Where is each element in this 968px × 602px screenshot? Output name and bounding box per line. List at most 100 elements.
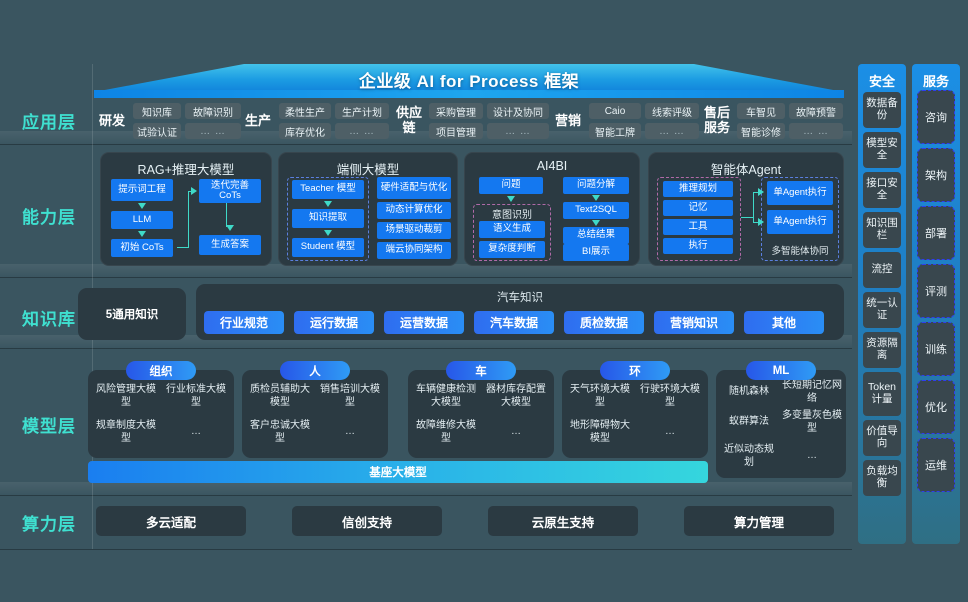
edge-feature[interactable]: 硬件适配与优化 [377,177,451,199]
ai4bi-pipeline-node[interactable]: Text2SQL [563,202,629,219]
model-item[interactable]: … [511,426,521,437]
model-item[interactable]: 蚁群算法 [729,416,769,427]
compute-box-multicloud[interactable]: 多云适配 [96,506,246,536]
app-cell[interactable]: 故障识别 [185,103,241,119]
agent-capability[interactable]: 记忆 [663,200,733,216]
model-item[interactable]: 行驶环境大模型 [640,384,700,408]
security-item[interactable]: 负载均衡 [863,460,901,496]
model-item[interactable]: … [191,426,201,437]
rag-node-initial-cots[interactable]: 初始 CoTs [111,239,173,257]
model-item[interactable]: 地形障碍物大模型 [570,420,630,444]
model-item[interactable]: 多变量灰色模型 [782,410,842,434]
knowledge-pill[interactable]: 营销知识 [654,311,734,334]
app-cell[interactable]: 设计及协同 [487,103,549,119]
app-group-aftersales[interactable]: 售后服务 车智见 智能诊修 故障预警 … … [702,100,846,142]
model-item[interactable]: 销售培训大模型 [320,384,380,408]
security-item[interactable]: 资源隔离 [863,332,901,368]
knowledge-pill[interactable]: 行业规范 [204,311,284,334]
model-item[interactable]: 天气环境大模型 [570,384,630,408]
edge-node-distill[interactable]: 知识提取 [292,209,364,228]
ai4bi-intent-item[interactable]: 语义生成 [479,221,545,238]
model-item[interactable]: … [345,426,355,437]
ai4bi-intent-item[interactable]: 复杂度判断 [479,241,545,258]
model-item[interactable]: 风险管理大模型 [96,384,156,408]
ai4bi-pipeline-node[interactable]: BI展示 [563,244,629,261]
model-tag-ml[interactable]: ML [746,361,816,380]
app-cell[interactable]: 试验认证 [133,123,181,139]
rag-node-refine-cots[interactable]: 迭代完善 CoTs [199,179,261,203]
app-group-rd[interactable]: 研发 知识库 试验认证 故障识别 … … [96,100,242,142]
edge-feature[interactable]: 场景驱动裁剪 [377,222,451,239]
model-tag-vehicle[interactable]: 车 [446,361,516,380]
app-cell[interactable]: 采购管理 [429,103,483,119]
compute-box-xinchuang[interactable]: 信创支持 [292,506,442,536]
model-item[interactable]: 车辆健康检测大模型 [416,384,476,408]
app-cell[interactable]: … … [185,123,241,139]
knowledge-pill[interactable]: 运行数据 [294,311,374,334]
app-cell[interactable]: 智能工牌 [589,123,641,139]
service-item[interactable]: 部署 [917,206,955,260]
knowledge-generic-box[interactable]: 5通用知识 [78,288,186,340]
model-item[interactable]: 客户忠诚大模型 [250,420,310,444]
app-cell[interactable]: … … [335,123,389,139]
agent-capability[interactable]: 工具 [663,219,733,235]
model-item[interactable]: 长短期记忆网络 [782,380,842,404]
edge-feature[interactable]: 动态计算优化 [377,202,451,219]
knowledge-pill[interactable]: 汽车数据 [474,311,554,334]
service-item[interactable]: 咨询 [917,90,955,144]
agent-capability[interactable]: 推理规划 [663,181,733,197]
app-group-production[interactable]: 生产 柔性生产 库存优化 生产计划 … … [242,100,394,142]
app-cell[interactable]: 项目管理 [429,123,483,139]
edge-node-teacher[interactable]: Teacher 模型 [292,180,364,199]
security-item[interactable]: 价值导向 [863,420,901,456]
app-cell[interactable]: … … [487,123,549,139]
service-item[interactable]: 优化 [917,380,955,434]
knowledge-pill[interactable]: 运营数据 [384,311,464,334]
model-item[interactable]: 故障维修大模型 [416,420,476,444]
app-cell[interactable]: … … [789,123,843,139]
compute-box-management[interactable]: 算力管理 [684,506,834,536]
app-cell[interactable]: 故障预警 [789,103,843,119]
agent-executor[interactable]: 单Agent执行 [767,210,833,234]
security-item[interactable]: 统一认证 [863,292,901,328]
app-cell[interactable]: 生产计划 [335,103,389,119]
edge-node-student[interactable]: Student 模型 [292,238,364,257]
service-item[interactable]: 运维 [917,438,955,492]
model-item[interactable]: … [665,426,675,437]
app-group-supply-chain[interactable]: 供应链 采购管理 项目管理 设计及协同 … … [394,100,552,142]
ai4bi-pipeline-node[interactable]: 总结结果 [563,227,629,244]
service-item[interactable]: 训练 [917,322,955,376]
security-item[interactable]: 流控 [863,252,901,288]
model-item[interactable]: 近似动态规划 [724,444,774,468]
security-item[interactable]: Token计量 [863,372,901,416]
security-item[interactable]: 数据备份 [863,92,901,128]
app-cell[interactable]: 柔性生产 [279,103,331,119]
app-cell[interactable]: 库存优化 [279,123,331,139]
app-cell[interactable]: 车智见 [737,103,785,119]
agent-capability[interactable]: 执行 [663,238,733,254]
ai4bi-pipeline-node[interactable]: 问题分解 [563,177,629,194]
rag-node-prompt[interactable]: 提示词工程 [111,179,173,201]
app-cell[interactable]: Caio [589,103,641,119]
model-item[interactable]: 随机森林 [729,386,769,397]
base-model-bar[interactable]: 基座大模型 [88,461,708,483]
service-item[interactable]: 架构 [917,148,955,202]
security-item[interactable]: 接口安全 [863,172,901,208]
app-group-marketing[interactable]: 营销 Caio 智能工牌 线索评级 … … [552,100,702,142]
app-cell[interactable]: 知识库 [133,103,181,119]
edge-feature[interactable]: 端云协同架构 [377,242,451,259]
knowledge-pill[interactable]: 质检数据 [564,311,644,334]
model-item[interactable]: 行业标准大模型 [166,384,226,408]
agent-executor[interactable]: 单Agent执行 [767,181,833,205]
model-tag-organization[interactable]: 组织 [126,361,196,380]
rag-node-answer[interactable]: 生成答案 [199,235,261,255]
rag-node-llm[interactable]: LLM [111,211,173,229]
security-item[interactable]: 知识围栏 [863,212,901,248]
app-cell[interactable]: 线索评级 [645,103,699,119]
model-item[interactable]: … [807,450,817,461]
model-item[interactable]: 质检员辅助大模型 [250,384,310,408]
compute-box-cloudnative[interactable]: 云原生支持 [488,506,638,536]
service-item[interactable]: 评测 [917,264,955,318]
knowledge-pill[interactable]: 其他 [744,311,824,334]
app-cell[interactable]: 智能诊修 [737,123,785,139]
